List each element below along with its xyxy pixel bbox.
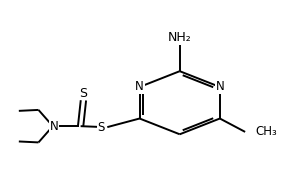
Text: NH₂: NH₂	[168, 31, 192, 44]
Text: N: N	[135, 81, 144, 94]
Text: N: N	[50, 120, 58, 133]
Text: N: N	[216, 81, 224, 94]
Text: S: S	[80, 87, 87, 100]
Text: CH₃: CH₃	[255, 125, 277, 138]
Text: S: S	[98, 121, 105, 134]
